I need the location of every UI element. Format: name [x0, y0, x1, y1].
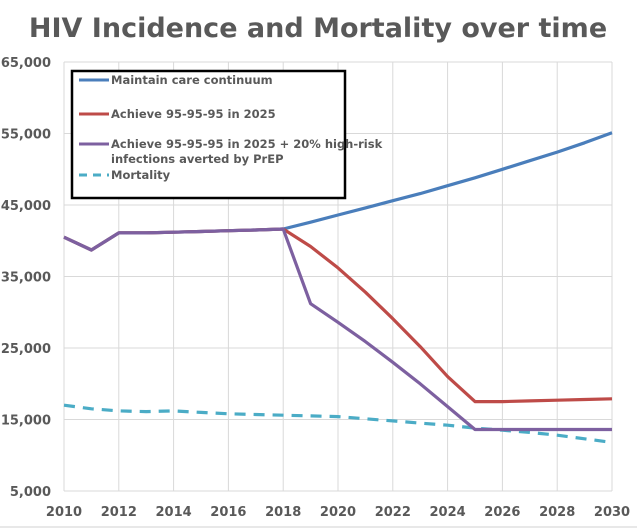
- legend-label-achieve-95-prep-line2: infections averted by PrEP: [111, 152, 284, 166]
- y-tick-label: 45,000: [1, 199, 51, 214]
- x-tick-label: 2018: [265, 505, 301, 520]
- x-tick-label: 2010: [46, 505, 82, 520]
- legend-label-maintain-care: Maintain care continuum: [111, 73, 273, 87]
- series-line-achieve-95-95-95-in-2025-20-high-risk-infections-averted-by-prep: [63, 227, 612, 432]
- x-tick-label: 2016: [210, 505, 246, 520]
- x-tick-label: 2012: [101, 505, 137, 520]
- y-axis-tick-labels: 5,000 15,000 25,000 35,000 45,000 55,000 65,00…: [1, 56, 51, 500]
- y-tick-label: 65,000: [1, 56, 51, 71]
- series-line-mortality: [63, 403, 613, 444]
- y-tick-label: 55,000: [1, 128, 51, 143]
- x-tick-label: 2024: [430, 505, 466, 520]
- x-tick-label: 2030: [594, 505, 630, 520]
- y-tick-label: 25,000: [1, 342, 51, 357]
- x-tick-label: 2022: [375, 505, 411, 520]
- legend-label-achieve-95-95-95: Achieve 95-95-95 in 2025: [111, 107, 276, 121]
- y-tick-label: 35,000: [1, 271, 51, 286]
- chart-title: HIV Incidence and Mortality over time: [29, 13, 607, 44]
- series-lines: [63, 131, 613, 444]
- x-tick-label: 2026: [484, 505, 520, 520]
- x-axis-tick-labels: 2010 2012 2014 2016 2018 2020 2022 2024 2026 2028…: [46, 505, 630, 520]
- y-tick-label: 5,000: [10, 485, 51, 500]
- legend-label-achieve-95-prep: Achieve 95-95-95 in 2025 + 20% high-risk…: [111, 137, 386, 166]
- legend: Maintain care continuum Achieve 95-95-95…: [70, 69, 386, 200]
- x-tick-label: 2028: [539, 505, 575, 520]
- legend-label-achieve-95-prep-line1: Achieve 95-95-95 in 2025 + 20% high-risk: [111, 137, 383, 151]
- legend-box: [70, 69, 347, 200]
- y-tick-label: 15,000: [1, 414, 51, 429]
- legend-label-mortality: Mortality: [111, 168, 171, 182]
- x-tick-label: 2014: [156, 505, 192, 520]
- x-tick-label: 2020: [320, 505, 356, 520]
